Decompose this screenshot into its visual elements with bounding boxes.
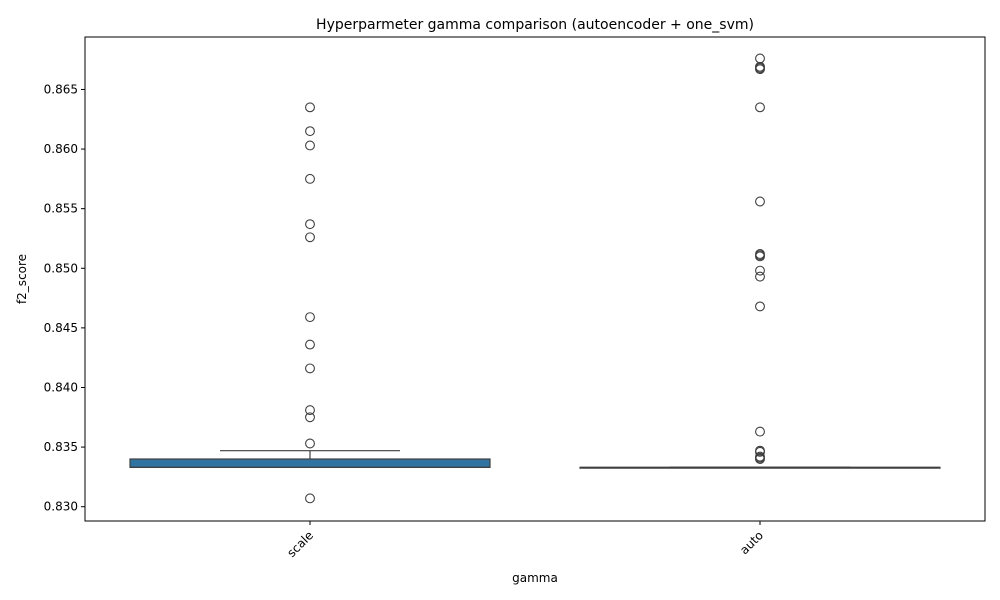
outlier-point bbox=[755, 426, 765, 437]
outlier-point bbox=[755, 53, 765, 64]
chart-title: Hyperparmeter gamma comparison (autoenco… bbox=[316, 17, 754, 33]
outlier-point bbox=[305, 173, 315, 184]
outlier-point bbox=[755, 445, 765, 456]
box-group-auto bbox=[579, 53, 941, 469]
y-axis-title: f2_score bbox=[15, 254, 29, 304]
outlier-point bbox=[755, 271, 765, 282]
outlier-point bbox=[305, 339, 315, 350]
y-tick-label: 0.855 bbox=[44, 202, 78, 216]
x-tick-label: auto bbox=[737, 528, 766, 557]
y-tick-label: 0.840 bbox=[44, 380, 78, 394]
x-tick-label: scale bbox=[284, 528, 316, 560]
outlier-point bbox=[755, 265, 765, 276]
y-tick-label: 0.860 bbox=[44, 142, 78, 156]
outlier-point bbox=[305, 126, 315, 137]
plot-frame bbox=[84, 36, 986, 522]
y-tick-label: 0.850 bbox=[44, 261, 78, 275]
outlier-point bbox=[305, 363, 315, 374]
outlier-point bbox=[305, 102, 315, 113]
outlier-point bbox=[755, 249, 765, 259]
y-tick-label: 0.845 bbox=[44, 321, 78, 335]
y-tick-label: 0.865 bbox=[44, 82, 78, 96]
y-tick-label: 0.830 bbox=[44, 500, 78, 514]
iqr-box bbox=[129, 458, 491, 468]
outlier-point bbox=[305, 438, 315, 449]
outlier-point bbox=[305, 312, 315, 323]
outlier-point bbox=[755, 451, 765, 462]
outlier-point bbox=[305, 405, 315, 416]
outlier-point bbox=[755, 196, 765, 207]
outlier-point bbox=[305, 140, 315, 151]
x-axis: scale auto bbox=[284, 521, 766, 560]
plot-area bbox=[129, 53, 941, 504]
box-group-scale bbox=[129, 102, 491, 504]
outlier-point bbox=[755, 102, 765, 113]
outlier-point bbox=[305, 493, 315, 504]
outlier-point bbox=[755, 301, 765, 312]
outlier-point bbox=[305, 219, 315, 230]
outlier-point bbox=[305, 232, 315, 243]
y-axis: 0.830 0.835 0.840 0.845 0.850 0.855 0.860 0.865 bbox=[44, 82, 85, 514]
y-tick-label: 0.835 bbox=[44, 440, 78, 454]
x-axis-title: gamma bbox=[512, 571, 558, 585]
outlier-point bbox=[305, 412, 315, 423]
